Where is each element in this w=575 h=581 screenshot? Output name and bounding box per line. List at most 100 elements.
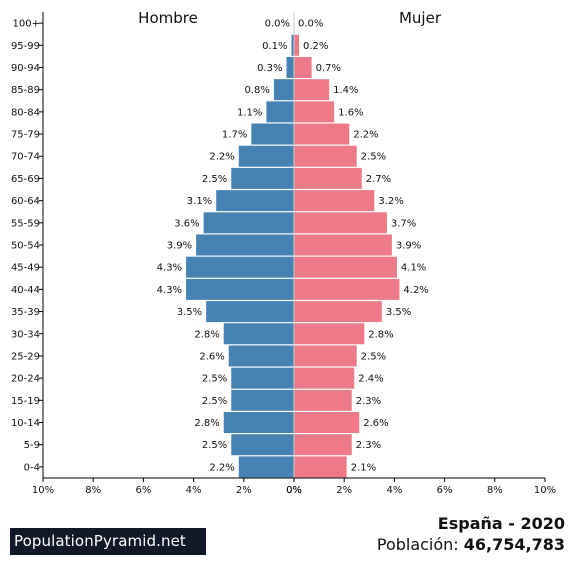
value-label-hombre: 2.8% xyxy=(194,418,219,429)
bar-hombre xyxy=(286,56,294,78)
population-value: 46,754,783 xyxy=(463,535,565,554)
x-tick-label: 4% xyxy=(386,485,402,496)
bar-mujer xyxy=(294,190,375,212)
bar-mujer xyxy=(294,123,350,145)
value-label-mujer: 3.9% xyxy=(396,241,421,252)
bar-mujer xyxy=(294,34,300,56)
bar-hombre xyxy=(231,167,294,189)
age-group-label: 55-59 xyxy=(11,218,40,229)
bar-hombre xyxy=(223,412,294,434)
x-tick-label: 8% xyxy=(487,485,503,496)
value-label-hombre: 0.0% xyxy=(265,19,290,30)
value-label-hombre: 3.5% xyxy=(177,307,202,318)
x-tick-label: 6% xyxy=(135,485,151,496)
country-summary: España - 2020 Población: 46,754,783 xyxy=(377,513,565,555)
brand-logo[interactable]: PopulationPyramid.net xyxy=(10,528,206,555)
series-label-mujer: Mujer xyxy=(399,9,442,27)
value-label-mujer: 2.7% xyxy=(366,174,391,185)
age-group-label: 35-39 xyxy=(11,307,40,318)
value-label-hombre: 3.1% xyxy=(187,196,212,207)
age-group-label: 75-79 xyxy=(11,130,40,141)
bar-mujer xyxy=(294,256,397,278)
bar-mujer xyxy=(294,56,312,78)
x-tick-label: 4% xyxy=(186,485,202,496)
value-label-mujer: 2.8% xyxy=(368,329,393,340)
bar-hombre xyxy=(238,145,294,167)
value-label-hombre: 3.9% xyxy=(167,241,192,252)
value-label-mujer: 2.3% xyxy=(356,440,381,451)
value-label-mujer: 0.7% xyxy=(316,63,341,74)
bar-mujer xyxy=(294,234,392,256)
age-group-label: 85-89 xyxy=(11,85,40,96)
bar-hombre xyxy=(231,434,294,456)
value-label-mujer: 2.2% xyxy=(353,130,378,141)
x-tick-label: 10% xyxy=(534,485,556,496)
age-group-label: 25-29 xyxy=(11,351,40,362)
bar-mujer xyxy=(294,367,355,389)
age-group-label: 95-99 xyxy=(11,41,40,52)
bar-mujer xyxy=(294,345,357,367)
age-group-label: 50-54 xyxy=(11,241,40,252)
value-label-hombre: 2.5% xyxy=(202,440,227,451)
x-tick-label: 0% xyxy=(286,485,302,496)
bar-hombre xyxy=(203,212,294,234)
age-group-label: 90-94 xyxy=(11,63,40,74)
age-group-label: 30-34 xyxy=(11,329,40,340)
value-label-hombre: 4.3% xyxy=(157,285,182,296)
x-tick-label: 10% xyxy=(32,485,54,496)
age-group-label: 20-24 xyxy=(11,374,40,385)
country-year-title: España - 2020 xyxy=(437,514,565,533)
bar-hombre xyxy=(196,234,294,256)
bar-hombre xyxy=(186,256,294,278)
value-label-mujer: 4.2% xyxy=(403,285,428,296)
population-label: Población: xyxy=(376,535,464,554)
value-label-hombre: 1.7% xyxy=(222,130,247,141)
value-label-mujer: 1.6% xyxy=(338,107,363,118)
bar-mujer xyxy=(294,389,352,411)
value-label-hombre: 2.5% xyxy=(202,174,227,185)
x-tick-label: 2% xyxy=(236,485,252,496)
value-label-hombre: 3.6% xyxy=(174,218,199,229)
value-label-hombre: 0.8% xyxy=(245,85,270,96)
age-group-label: 70-74 xyxy=(11,152,40,163)
age-group-label: 10-14 xyxy=(11,418,40,429)
bar-hombre xyxy=(216,190,294,212)
bar-hombre xyxy=(206,301,294,323)
age-group-label: 65-69 xyxy=(11,174,40,185)
value-label-mujer: 0.0% xyxy=(298,19,323,30)
x-tick-label: 8% xyxy=(85,485,101,496)
age-group-label: 0-4 xyxy=(24,462,40,473)
brand-text[interactable]: PopulationPyramid.net xyxy=(14,532,186,550)
value-label-mujer: 2.5% xyxy=(361,351,386,362)
bar-mujer xyxy=(294,167,362,189)
bar-mujer xyxy=(294,434,352,456)
bar-hombre xyxy=(291,34,294,56)
bar-hombre xyxy=(231,389,294,411)
bar-mujer xyxy=(294,323,365,345)
age-group-label: 80-84 xyxy=(11,107,40,118)
value-label-hombre: 2.6% xyxy=(199,351,224,362)
value-label-mujer: 2.1% xyxy=(351,462,376,473)
age-group-label: 60-64 xyxy=(11,196,40,207)
bar-hombre xyxy=(251,123,294,145)
bar-hombre xyxy=(238,456,294,478)
age-group-label: 40-44 xyxy=(11,285,40,296)
value-label-hombre: 2.2% xyxy=(209,462,234,473)
series-label-hombre: Hombre xyxy=(138,9,198,27)
bar-mujer xyxy=(294,212,387,234)
value-label-mujer: 2.6% xyxy=(363,418,388,429)
value-label-hombre: 0.1% xyxy=(262,41,287,52)
value-label-hombre: 4.3% xyxy=(157,263,182,274)
bar-mujer xyxy=(294,101,335,123)
x-tick-label: 0% xyxy=(286,485,302,496)
value-label-mujer: 3.2% xyxy=(378,196,403,207)
value-label-mujer: 4.1% xyxy=(401,263,426,274)
bar-hombre xyxy=(223,323,294,345)
bar-mujer xyxy=(294,412,360,434)
age-group-label: 15-19 xyxy=(11,396,40,407)
bar-hombre xyxy=(186,278,294,300)
value-label-mujer: 2.4% xyxy=(358,374,383,385)
value-label-hombre: 2.5% xyxy=(202,374,227,385)
bar-mujer xyxy=(294,301,382,323)
bar-hombre xyxy=(228,345,294,367)
